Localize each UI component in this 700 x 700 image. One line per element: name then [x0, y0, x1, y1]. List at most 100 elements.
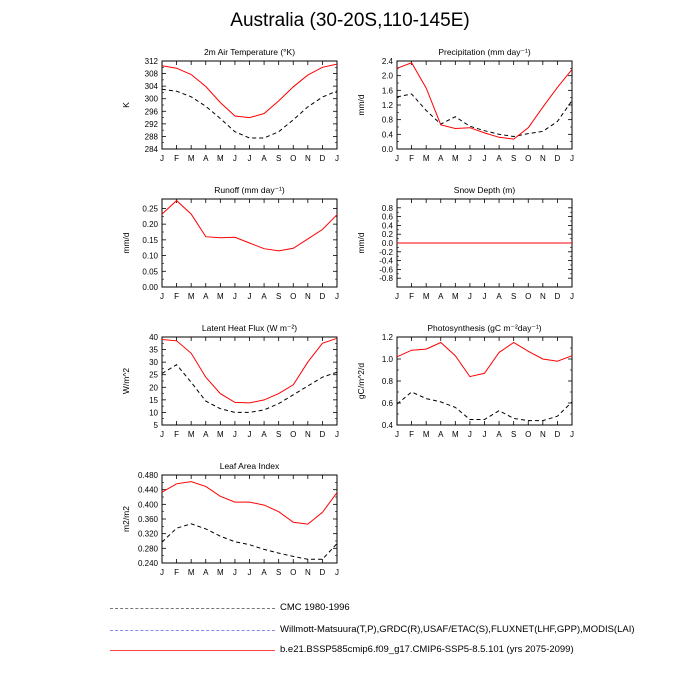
x-tick-label: S — [511, 292, 516, 301]
chart-panel: Leaf Area Index m2/m2 0.240 0.280 0.320 0.360… — [121, 461, 339, 577]
x-tick-label: A — [496, 154, 502, 163]
x-tick-label: J — [233, 154, 237, 163]
y-tick-label: 0.6 — [382, 399, 394, 408]
x-tick-label: M — [217, 292, 224, 301]
series-line-obs — [396, 93, 573, 138]
x-tick-label: M — [188, 154, 195, 163]
x-tick-label: A — [203, 292, 209, 301]
x-tick-label: N — [540, 292, 546, 301]
x-tick-label: N — [305, 154, 311, 163]
x-tick-label: S — [511, 154, 516, 163]
x-tick-label: J — [395, 292, 399, 301]
x-tick-label: A — [261, 568, 267, 577]
y-tick-label: 1.2 — [382, 101, 394, 110]
y-tick-label: 288 — [145, 132, 159, 141]
x-tick-label: J — [233, 568, 237, 577]
x-tick-label: M — [188, 430, 195, 439]
y-tick-label: 0.15 — [142, 236, 158, 245]
x-tick-label: D — [320, 568, 326, 577]
chart-panel: 2m Air Temperature (°K) K 284 288 292 296 300 3… — [121, 47, 339, 163]
y-tick-label: 0.4 — [382, 221, 394, 230]
x-tick-label: J — [335, 430, 339, 439]
y-tick-label: 292 — [145, 120, 159, 129]
y-tick-label: 296 — [145, 107, 159, 116]
x-tick-label: S — [276, 568, 281, 577]
x-tick-label: O — [525, 430, 531, 439]
x-tick-label: A — [496, 292, 502, 301]
x-tick-label: M — [423, 154, 430, 163]
x-tick-label: A — [261, 430, 267, 439]
x-tick-label: J — [160, 568, 164, 577]
y-tick-label: 284 — [145, 145, 159, 154]
x-tick-label: F — [174, 430, 179, 439]
chart-panel: Runoff (mm day⁻¹) mm/d 0.00 0.05 0.10 0.15 0.2… — [121, 185, 339, 301]
x-tick-label: F — [409, 292, 414, 301]
y-tick-label: -0.2 — [379, 248, 393, 257]
y-axis-label: mm/d — [356, 232, 366, 254]
y-tick-label: 0.8 — [382, 377, 394, 386]
y-axis-label: mm/d — [356, 94, 366, 116]
x-tick-label: J — [248, 154, 252, 163]
x-tick-label: O — [525, 292, 531, 301]
series-line-obs — [396, 391, 573, 422]
legend-item-model: b.e21.BSSP585cmip6.f09_g17.CMIP6-SSP5-8.… — [110, 644, 700, 658]
y-tick-label: 35 — [149, 346, 158, 355]
chart-title: Leaf Area Index — [220, 461, 280, 471]
y-tick-label: 0.240 — [138, 559, 159, 568]
legend-item-cmc: CMC 1980-1996 — [110, 602, 700, 616]
y-tick-label: 30 — [149, 358, 158, 367]
x-tick-label: J — [248, 292, 252, 301]
series-line-model — [161, 337, 338, 404]
x-tick-label: O — [525, 154, 531, 163]
y-tick-label: 2.4 — [382, 57, 394, 66]
plot-frame — [396, 60, 573, 150]
plot-frame — [396, 336, 573, 426]
legend-swatch-obs — [110, 630, 275, 631]
chart-panel: Snow Depth (m) mm/d -0.8-0.6-0.4-0.20.00.2… — [356, 185, 574, 301]
y-tick-label: 312 — [145, 57, 159, 66]
y-axis-label: K — [121, 102, 131, 108]
x-tick-label: A — [261, 292, 267, 301]
y-tick-label: 0.10 — [142, 252, 158, 261]
x-tick-label: J — [335, 568, 339, 577]
legend-swatch-model — [110, 650, 275, 651]
x-tick-label: J — [468, 292, 472, 301]
y-tick-label: 0.8 — [382, 116, 394, 125]
x-tick-label: A — [438, 430, 444, 439]
x-tick-label: F — [409, 430, 414, 439]
x-tick-label: F — [174, 154, 179, 163]
x-tick-label: A — [203, 430, 209, 439]
chart-title: Snow Depth (m) — [454, 185, 516, 195]
y-tick-label: 15 — [149, 396, 158, 405]
x-tick-label: J — [395, 430, 399, 439]
x-tick-label: J — [233, 292, 237, 301]
x-tick-label: M — [188, 568, 195, 577]
y-tick-label: 0.8 — [382, 204, 394, 213]
y-axis-label: mm/d — [121, 232, 131, 254]
series-line-obs — [161, 88, 338, 139]
y-tick-label: 40 — [149, 333, 158, 342]
y-tick-label: 308 — [145, 70, 159, 79]
x-tick-label: F — [174, 292, 179, 301]
series-line-obs — [161, 364, 338, 413]
chart-panel: Photosynthesis (gC m⁻²day⁻¹) gC/m^2/d 0.4 0… — [356, 323, 574, 439]
x-tick-label: J — [468, 430, 472, 439]
x-tick-label: O — [290, 154, 296, 163]
y-tick-label: 0.4 — [382, 130, 394, 139]
legend-label-obs: Willmott-Matsuura(T,P),GRDC(R),USAF/ETAC… — [280, 624, 635, 635]
legend-swatch-cmc — [110, 608, 275, 609]
x-tick-label: J — [335, 154, 339, 163]
y-tick-label: 25 — [149, 371, 158, 380]
x-tick-label: M — [217, 154, 224, 163]
chart-panel: Precipitation (mm day⁻¹) mm/d 0.0 0.4 0.8 1.2… — [356, 47, 574, 163]
x-tick-label: O — [290, 568, 296, 577]
x-tick-label: A — [438, 292, 444, 301]
x-tick-label: A — [203, 568, 209, 577]
x-tick-label: M — [452, 292, 459, 301]
x-tick-label: A — [203, 154, 209, 163]
x-tick-label: J — [248, 568, 252, 577]
y-tick-label: 0.00 — [142, 283, 158, 292]
x-tick-label: D — [320, 292, 326, 301]
x-tick-label: S — [276, 154, 281, 163]
